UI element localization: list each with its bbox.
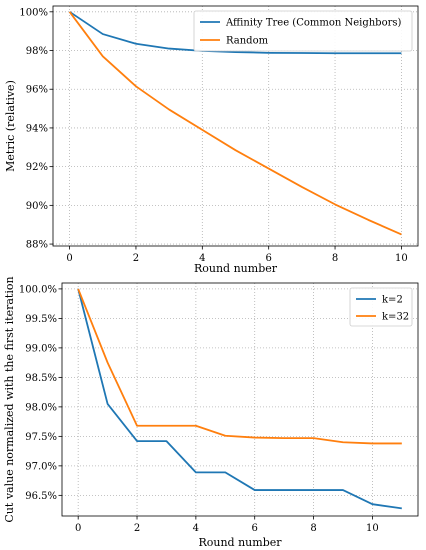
y-axis-label: Cut value normalized with the first iter…: [3, 276, 16, 522]
y-tick-label: 90%: [26, 201, 48, 212]
x-tick-label: 0: [66, 253, 72, 264]
legend-label: Random: [226, 36, 269, 47]
series-line-1: [77, 288, 402, 445]
x-tick-label: 10: [395, 253, 408, 264]
x-tick-label: 8: [332, 253, 338, 264]
plot-frame: [52, 5, 419, 247]
y-tick-label: 92%: [26, 162, 48, 173]
y-tick-label: 94%: [26, 123, 48, 134]
legend: k=2 k=32: [349, 287, 413, 327]
legend: Affinity Tree (Common Neighbors) Random: [193, 10, 413, 52]
series-line-1: [68, 11, 402, 236]
y-tick-label: 96.5%: [25, 491, 57, 502]
legend-box: [193, 10, 413, 52]
y-tick-label: 97.0%: [25, 461, 57, 472]
x-tick-label: 4: [193, 523, 199, 534]
x-tick-label: 0: [75, 523, 81, 534]
x-tick-label: 8: [310, 523, 316, 534]
series-line-0: [69, 11, 402, 55]
legend-label: k=2: [382, 295, 403, 306]
y-tick-label: 99.5%: [25, 314, 57, 325]
y-axis-label: Metric (relative): [4, 80, 17, 172]
x-tick-label: 4: [199, 253, 205, 264]
x-axis-label: Round number: [194, 262, 278, 275]
x-tick-label: 10: [366, 523, 379, 534]
y-tick-label: 97.5%: [25, 432, 57, 443]
series-line-0: [77, 288, 402, 510]
x-tick-label: 2: [134, 523, 140, 534]
chart-cut-value: 0 2 4 6 8 10 96.5% 97.0% 97.5% 98.0% 98.5% 99.0% 99.…: [3, 276, 419, 549]
y-tick-label: 88%: [26, 240, 48, 251]
y-tick-label: 98.5%: [25, 373, 57, 384]
legend-label: k=32: [382, 312, 409, 323]
chart-metric-relative: 0 2 4 6 8 10 88% 90% 92% 94% 96% 98% 100% Round numbe…: [4, 5, 419, 275]
y-tick-label: 100.0%: [19, 284, 57, 295]
y-tick-label: 100%: [19, 7, 48, 18]
y-tick-label: 99.0%: [25, 343, 57, 354]
x-tick-label: 6: [265, 253, 271, 264]
y-tick-label: 98.0%: [25, 402, 57, 413]
y-tick-label: 96%: [26, 85, 48, 96]
plot-frame: [61, 282, 419, 517]
y-tick-label: 98%: [26, 46, 48, 57]
legend-label: Affinity Tree (Common Neighbors): [225, 18, 402, 29]
x-tick-label: 6: [252, 523, 258, 534]
x-tick-label: 2: [133, 253, 139, 264]
x-axis-label: Round number: [198, 536, 282, 549]
